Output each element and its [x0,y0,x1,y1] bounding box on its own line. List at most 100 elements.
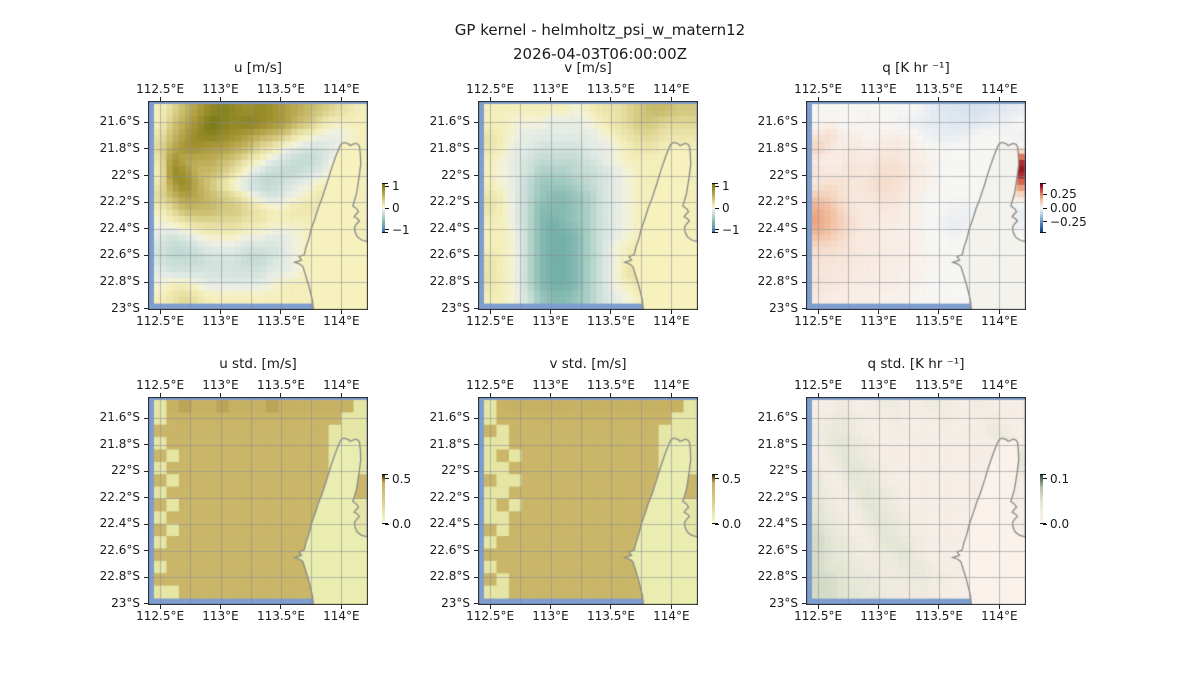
y-tick-mark [802,444,806,446]
subplot-u: u [m/s] 112.5°E 112.5°E 113°E 113°E 113.5°E 11… [100,60,410,328]
colorbar-tick [385,229,389,231]
subplot-v: v [m/s] 112.5°E 112.5°E 113°E 113°E 113.5°E 11… [430,60,740,328]
colorbar-tick [715,478,719,480]
y-tick-label: 23°S [111,300,140,315]
y-tick-label: 21.6°S [429,410,470,425]
y-tick-mark [474,148,478,150]
x-tick-mark [938,97,940,101]
x-tick-label: 113°E [202,314,239,328]
subplot-title: u [m/s] [233,60,283,76]
x-tick-mark [670,605,672,609]
y-tick-mark [144,470,148,472]
y-tick-label: 21.6°S [429,114,470,129]
colorbar-tick [715,229,719,231]
y-tick-mark [802,576,806,578]
x-tick-label: 112.5°E [136,378,185,392]
x-tick-label: 114°E [323,82,360,96]
y-tick-label: 22°S [769,463,798,478]
y-tick-label: 21.8°S [99,140,140,155]
x-tick-mark [220,605,222,609]
colorbar-tick-label: 0 [722,201,730,215]
x-tick-label: 113°E [532,378,569,392]
x-tick-mark [670,393,672,397]
x-tick-label: 113°E [202,378,239,392]
x-tick-label: 113°E [860,378,897,392]
colorbar-tick [715,185,719,187]
x-tick-mark [998,310,1000,314]
y-tick-label: 22.2°S [429,489,470,504]
subplot-q-std: q std. [K hr ⁻¹] 112.5°E 112.5°E 113°E 113°E… [758,356,1069,623]
x-tick-label: 112.5°E [136,82,185,96]
x-tick-label: 113°E [860,609,897,623]
y-tick-label: 22.2°S [99,489,140,504]
x-tick-mark [340,393,342,397]
y-tick-label: 22.8°S [429,274,470,289]
x-tick-mark [817,605,819,609]
y-tick-label: 22.6°S [757,542,798,557]
colorbar-tick [1043,193,1047,195]
colorbar-tick [1043,221,1047,223]
subplot-title: v std. [m/s] [549,356,627,372]
y-tick-mark [802,201,806,203]
subplot-title: q std. [K hr ⁻¹] [867,356,965,372]
y-tick-label: 22°S [111,167,140,182]
x-tick-mark [340,310,342,314]
x-tick-label: 113.5°E [914,314,963,328]
x-tick-label: 114°E [323,378,360,392]
x-tick-label: 114°E [323,314,360,328]
y-tick-label: 22.8°S [757,569,798,584]
x-tick-mark [280,310,282,314]
y-tick-mark [474,603,478,605]
y-tick-mark [474,175,478,177]
y-tick-mark [802,228,806,230]
x-tick-mark [220,97,222,101]
x-tick-label: 113.5°E [914,82,963,96]
colorbar-u_std: 0.5 0.0 [382,472,452,534]
x-tick-mark [610,393,612,397]
x-tick-mark [220,393,222,397]
x-tick-mark [670,97,672,101]
x-tick-label: 113°E [860,82,897,96]
colorbar-u: 1 0 −1 [382,179,452,243]
x-tick-mark [159,393,161,397]
y-tick-label: 21.8°S [757,436,798,451]
colorbar-tick [715,207,719,209]
x-tick-label: 113.5°E [256,609,305,623]
x-tick-mark [938,310,940,314]
y-tick-label: 22.2°S [99,194,140,209]
colorbar-tick [385,523,389,525]
x-tick-mark [340,605,342,609]
y-tick-mark [144,175,148,177]
x-tick-label: 114°E [653,609,690,623]
y-tick-label: 22.2°S [429,194,470,209]
y-tick-label: 22°S [111,463,140,478]
x-tick-mark [489,605,491,609]
x-tick-mark [280,393,282,397]
x-tick-mark [610,97,612,101]
colorbar-tick-label: 0.0 [722,517,742,531]
y-tick-mark [474,470,478,472]
x-tick-mark [998,97,1000,101]
x-tick-label: 112.5°E [466,314,515,328]
x-tick-mark [550,97,552,101]
y-tick-label: 22.4°S [99,220,140,235]
x-tick-label: 112.5°E [136,609,185,623]
x-tick-label: 113°E [532,314,569,328]
y-tick-mark [474,281,478,283]
y-tick-label: 23°S [769,300,798,315]
colorbar-endcap [712,232,718,233]
y-tick-label: 22.4°S [757,516,798,531]
colorbar-endcap [382,474,388,475]
colorbar-tick-label: 0.25 [1050,187,1077,202]
x-tick-mark [670,310,672,314]
colorbar-tick-label: 0.00 [1050,201,1077,215]
y-tick-label: 21.6°S [757,114,798,129]
y-tick-mark [144,308,148,310]
x-tick-label: 114°E [653,378,690,392]
colorbar-q_std: 0.1 0.0 [1040,472,1110,534]
colorbar-tick-label: 0.0 [392,517,412,531]
y-tick-mark [802,121,806,123]
x-tick-mark [998,393,1000,397]
y-tick-label: 21.6°S [99,410,140,425]
x-tick-label: 113.5°E [586,82,635,96]
